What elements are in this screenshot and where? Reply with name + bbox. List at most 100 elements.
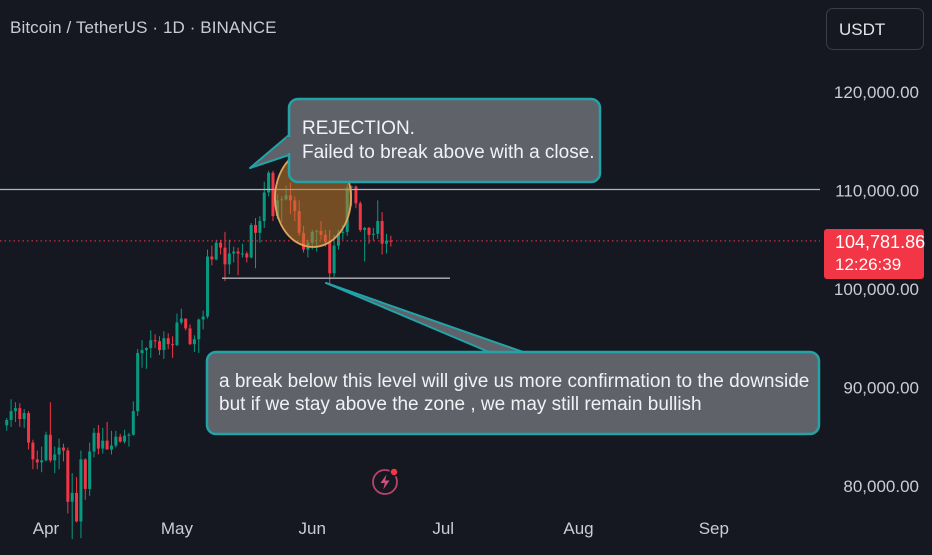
x-tick-label: Jun <box>299 519 326 538</box>
candle-body <box>210 256 214 260</box>
candle-body <box>131 411 135 435</box>
candle-body <box>118 436 122 442</box>
candle-body <box>31 442 35 460</box>
candle-body <box>79 459 83 522</box>
candle <box>75 477 79 523</box>
candle-body <box>188 328 192 345</box>
candle <box>376 200 380 239</box>
candle <box>223 231 227 282</box>
candle <box>48 402 52 463</box>
candle-body <box>127 434 131 436</box>
candle-body <box>101 440 105 449</box>
y-tick-label: 90,000.00 <box>843 379 919 398</box>
candle <box>271 170 275 222</box>
candle <box>27 411 31 450</box>
candle <box>162 331 166 359</box>
candle <box>267 170 271 197</box>
candle <box>53 446 57 474</box>
candle-body <box>332 245 336 274</box>
candle-body <box>380 221 384 244</box>
y-axis: 120,000.00 110,000.00 100,000.00 90,000.00 8… <box>834 83 919 496</box>
candle-body <box>40 460 44 463</box>
bar-countdown-label: 12:26:39 <box>835 255 902 274</box>
candle-body <box>35 459 39 463</box>
candle <box>35 450 39 470</box>
candle-body <box>376 221 380 234</box>
candle <box>105 421 109 450</box>
x-tick-label: Jul <box>432 519 454 538</box>
candle <box>232 246 236 263</box>
candle-body <box>367 227 371 235</box>
candle <box>175 313 179 347</box>
candle-body <box>223 247 227 265</box>
candle <box>166 333 170 350</box>
candle <box>249 222 253 259</box>
candle <box>96 424 100 455</box>
candle <box>380 212 384 255</box>
candle <box>22 409 26 428</box>
chart-title: Bitcoin / TetherUS · 1D · BINANCE <box>10 18 277 37</box>
lightning-bolt-icon[interactable] <box>370 466 400 496</box>
candle <box>92 427 96 458</box>
breakdown-callout-line-2: but if we stay above the zone , we may s… <box>219 394 702 415</box>
candle <box>114 430 118 448</box>
candle-body <box>328 241 332 274</box>
candle <box>153 334 157 349</box>
currency-selector-button[interactable]: USDT <box>826 8 924 50</box>
x-tick-label: Sep <box>699 519 729 538</box>
candle <box>363 226 367 262</box>
candle-body <box>48 434 52 461</box>
candle <box>70 473 74 540</box>
x-tick-label: Apr <box>33 519 60 538</box>
rejection-callout-line-2: Failed to break above with a close. <box>302 142 595 163</box>
candle-body <box>232 251 236 254</box>
candle-body <box>350 186 354 188</box>
candle <box>44 431 48 462</box>
candle-body <box>9 411 13 420</box>
candle-body <box>171 344 175 346</box>
candle <box>118 433 122 443</box>
candle <box>206 249 210 319</box>
candle <box>13 402 17 422</box>
candle <box>57 438 61 470</box>
breakdown-callout[interactable]: a break below this level will give us mo… <box>205 282 821 436</box>
rejection-callout[interactable]: REJECTION. Failed to break above with a … <box>249 97 602 184</box>
current-price-tag: 104,781.86 12:26:39 <box>824 229 925 279</box>
candle-body <box>144 348 148 351</box>
candle <box>236 247 240 276</box>
candle <box>123 429 127 444</box>
candle-body <box>166 338 170 345</box>
candle <box>179 308 183 325</box>
candle <box>332 234 336 278</box>
candle-body <box>354 186 358 204</box>
candle-body <box>162 338 166 351</box>
candle <box>88 442 92 496</box>
candle <box>5 418 9 431</box>
x-tick-label: Aug <box>563 519 593 538</box>
candle <box>66 447 70 514</box>
candle <box>131 401 135 436</box>
candle <box>136 349 140 417</box>
candle <box>214 239 218 261</box>
candle <box>389 235 393 247</box>
candle-body <box>70 492 74 502</box>
candle <box>240 243 244 258</box>
candle <box>258 216 262 243</box>
candle-body <box>66 450 70 502</box>
candle-body <box>5 419 9 426</box>
candle <box>144 347 148 369</box>
candle <box>371 227 375 241</box>
candle <box>201 310 205 330</box>
candle-body <box>109 445 113 450</box>
candle <box>245 251 249 263</box>
candle-body <box>105 440 109 450</box>
candle-body <box>358 203 362 230</box>
candle <box>127 432 131 447</box>
candle <box>358 201 362 232</box>
candle-body <box>363 227 367 230</box>
rejection-callout-box <box>287 97 602 184</box>
candle-body <box>389 240 393 242</box>
candle-body <box>123 435 127 442</box>
